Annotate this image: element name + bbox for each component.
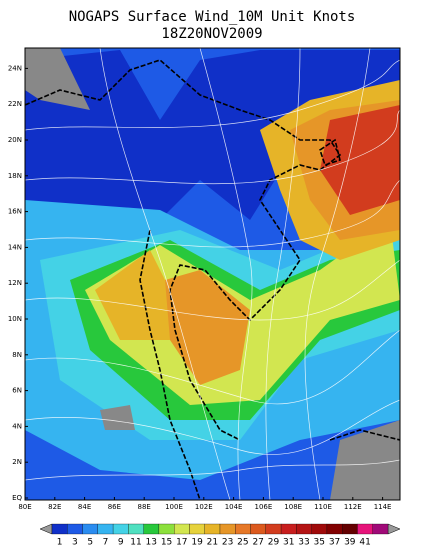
lon-label: 106E	[255, 503, 273, 511]
lon-label: 82E	[48, 503, 61, 511]
colorbar-swatch	[265, 523, 282, 535]
colorbar-swatch	[219, 523, 236, 535]
colorbar-label: 1	[57, 538, 63, 548]
lon-label: 104E	[225, 503, 243, 511]
colorbar-swatch	[250, 523, 266, 535]
lat-label: 18N	[8, 172, 22, 180]
colorbar-swatch	[189, 523, 205, 535]
title: NOGAPS Surface Wind_10M Unit Knots	[69, 9, 356, 25]
lon-label: 102E	[195, 503, 213, 511]
colorbar-label: 33	[298, 538, 309, 548]
colorbar-label: 39	[344, 538, 356, 548]
lat-label: 20N	[8, 136, 22, 144]
lat-label: 24N	[8, 64, 22, 72]
lat-label: EQ	[12, 494, 22, 502]
colorbar-label: 31	[283, 538, 294, 548]
colorbar-label: 7	[103, 538, 109, 548]
colorbar-label: 15	[161, 538, 172, 548]
colorbar-label: 3	[72, 538, 78, 548]
colorbar-swatch	[82, 523, 98, 535]
lon-label: 86E	[108, 503, 121, 511]
colorbar-label: 21	[207, 538, 218, 548]
colorbar-label: 23	[222, 538, 233, 548]
colorbar-swatch	[128, 523, 144, 535]
lat-label: 10N	[8, 315, 22, 323]
lat-label: 14N	[8, 243, 22, 251]
colorbar-swatch	[143, 523, 160, 535]
lon-label: 80E	[18, 503, 31, 511]
wind-field	[25, 48, 400, 500]
lat-label: 12N	[8, 279, 22, 287]
colorbar-label: 35	[314, 538, 325, 548]
lon-label: 84E	[78, 503, 91, 511]
colorbar-swatch	[357, 523, 373, 535]
colorbar-label: 5	[87, 538, 93, 548]
colorbar-label: 9	[118, 538, 124, 548]
colorbar-swatch	[158, 523, 175, 535]
colorbar-swatch	[51, 523, 68, 535]
lat-label: 4N	[12, 422, 22, 430]
lon-label: 112E	[344, 503, 362, 511]
colorbar-label: 27	[252, 538, 263, 548]
lat-label: 22N	[8, 100, 22, 108]
colorbar-swatch	[235, 523, 251, 535]
colorbar-label: 37	[329, 538, 340, 548]
colorbar-swatch	[326, 523, 343, 535]
colorbar-end	[387, 523, 401, 535]
colorbar-swatch	[97, 523, 114, 535]
lat-label: 6N	[12, 387, 22, 395]
colorbar-swatch	[311, 523, 328, 535]
subtitle: 18Z20NOV2009	[161, 26, 262, 42]
colorbar-label: 25	[237, 538, 248, 548]
colorbar-label: 17	[176, 538, 187, 548]
colorbar-swatch	[67, 523, 83, 535]
lat-label: 2N	[12, 458, 22, 466]
colorbar-end	[39, 523, 53, 535]
lon-label: 110E	[314, 503, 332, 511]
colorbar-swatch	[296, 523, 312, 535]
colorbar-label: 41	[359, 538, 370, 548]
colorbar-label: 29	[268, 538, 280, 548]
lon-label: 114E	[374, 503, 392, 511]
colorbar-swatch	[342, 523, 358, 535]
lon-label: 88E	[138, 503, 151, 511]
colorbar-swatch	[204, 523, 221, 535]
lat-label: 16N	[8, 208, 22, 216]
map-frame	[24, 47, 401, 501]
lon-label: 108E	[284, 503, 302, 511]
colorbar-swatch	[280, 523, 297, 535]
lat-label: 8N	[12, 351, 22, 359]
colorbar-label: 13	[146, 538, 157, 548]
colorbar-label: 11	[130, 538, 141, 548]
colorbar-swatch	[372, 523, 389, 535]
lon-label: 100E	[165, 503, 183, 511]
colorbar-swatch	[112, 523, 129, 535]
colorbar-label: 19	[191, 538, 203, 548]
colorbar-swatch	[174, 523, 190, 535]
